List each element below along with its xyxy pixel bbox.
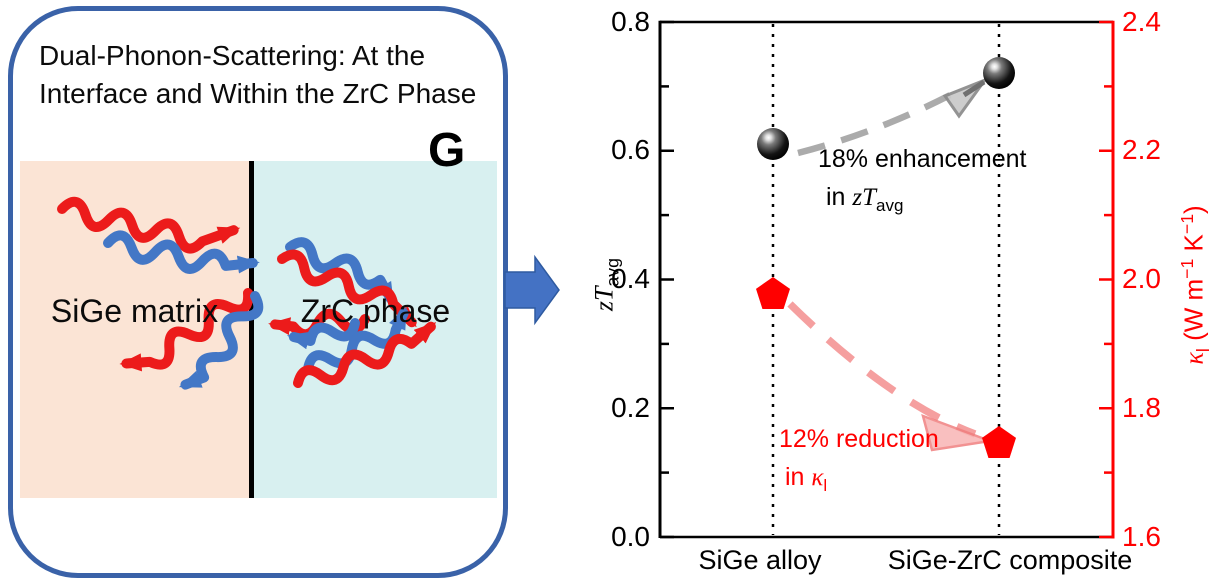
left-tick-0.8: 0.8 — [611, 6, 650, 37]
zt-kappa-chart: 0.8 0.6 0.4 0.2 0.0 2.4 2.2 2.0 1.8 1.6 … — [560, 0, 1214, 587]
sige-matrix-label: SiGe matrix — [50, 293, 219, 329]
left-tick-0.4: 0.4 — [611, 263, 650, 294]
category-label-sige-alloy: SiGe alloy — [698, 545, 822, 575]
phonon-wave-red-to-g — [293, 321, 437, 388]
zt-point-composite — [983, 57, 1015, 89]
phonon-wave-red-transmitted — [277, 249, 417, 328]
category-label-composite: SiGe-ZrC composite — [887, 545, 1133, 575]
left-tick-0.0: 0.0 — [611, 521, 650, 552]
panel-title: Dual-Phonon-Scattering: At the Interface… — [39, 40, 477, 109]
left-tick-0.2: 0.2 — [611, 392, 650, 423]
phonon-wave-blue-backscattered — [286, 318, 360, 350]
right-axis-title: κl (W m−1 K−1) — [1177, 205, 1213, 365]
kappa-annotation-line2: in κl — [785, 463, 828, 495]
right-tick-2.2: 2.2 — [1122, 134, 1161, 165]
zt-annotation-line2: in zTavg — [826, 183, 904, 215]
g-scattering-center-label: G — [428, 124, 466, 177]
phonon-wave-red-incident — [57, 196, 241, 254]
kappa-trend-arrowhead — [921, 413, 995, 452]
left-axis-ticks — [660, 20, 674, 539]
phonon-wave-blue-to-g — [303, 306, 409, 374]
kappa-trend-arrow-shaft — [787, 301, 977, 438]
left-tick-0.6: 0.6 — [611, 134, 650, 165]
left-axis-title: zTavg — [589, 258, 623, 312]
phonon-wave-blue-reflected — [178, 291, 264, 390]
phonon-waves — [57, 196, 437, 390]
phonon-wave-blue-incident — [103, 230, 260, 274]
kappa-annotation-line1: 12% reduction — [779, 425, 939, 453]
phonon-wave-blue-transmitted — [285, 237, 396, 305]
zt-trend-arrow-tip-line — [962, 79, 986, 98]
chart-canvas — [658, 20, 1115, 539]
phonon-wave-red-reflected — [119, 288, 254, 372]
right-tick-2.4: 2.4 — [1122, 6, 1161, 37]
right-tick-1.8: 1.8 — [1122, 392, 1161, 423]
schematic-panel: Dual-Phonon-Scattering: At the Interface… — [8, 6, 508, 578]
interface-line — [249, 161, 254, 498]
zt-point-sige-alloy — [757, 128, 789, 160]
zt-annotation-line1: 18% enhancement — [818, 145, 1027, 173]
right-tick-1.6: 1.6 — [1122, 521, 1161, 552]
right-axis-ticks — [1099, 20, 1113, 539]
right-block-arrow-icon — [504, 254, 560, 326]
right-tick-2.0: 2.0 — [1122, 263, 1161, 294]
zt-trend-arrow-shaft — [797, 87, 962, 157]
zrc-phase-label: ZrC phase — [300, 293, 451, 329]
